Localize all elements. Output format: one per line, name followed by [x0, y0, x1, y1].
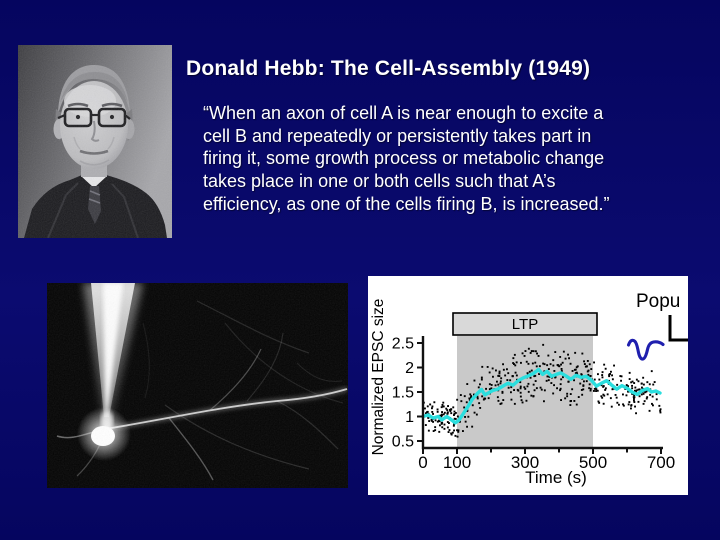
portrait-photo-image [18, 45, 172, 238]
neuron-micrograph-image [47, 283, 348, 488]
slide-title: Donald Hebb: The Cell-Assembly (1949) [186, 57, 591, 80]
ltp-label: LTP [512, 316, 538, 333]
y-tick-label: 2 [405, 360, 414, 377]
y-tick-label: 1.5 [392, 385, 414, 402]
y-axis-ticks [417, 342, 423, 442]
y-tick-label: 0.5 [392, 434, 414, 451]
x-tick-label: 700 [647, 453, 675, 472]
ltp-chart-panel: 0.5 1 1.5 2 2.5 0 100 300 500 700 Time (s) Normaliz… [368, 276, 688, 495]
x-tick-label: 0 [418, 453, 427, 472]
quote-line: efficiency, as one of the cells firing B… [203, 193, 610, 214]
y-tick-label: 1 [405, 409, 414, 426]
running-average-line [421, 367, 662, 425]
x-tick-label: 300 [511, 453, 539, 472]
y-tick-label: 2.5 [392, 336, 414, 353]
population-epsc-caption: Popu [636, 291, 680, 312]
x-tick-label: 100 [443, 453, 471, 472]
ltp-chart: 0.5 1 1.5 2 2.5 0 100 300 500 700 Time (s) Normaliz… [370, 291, 688, 487]
portrait-photo [18, 45, 172, 238]
epsc-trace-annotation [626, 338, 665, 361]
quote-line: firing it, some growth process or metabo… [203, 148, 605, 169]
neuron-micrograph [47, 283, 348, 488]
film-grain-overlay [18, 45, 172, 238]
x-axis-ticks [422, 448, 662, 454]
x-axis-title: Time (s) [525, 468, 587, 487]
scatter-points [422, 343, 662, 438]
quote-line: takes place in one or both cells such th… [203, 171, 556, 192]
quote-line: cell B and repeatedly or persistently ta… [203, 125, 592, 146]
x-tick-label: 500 [579, 453, 607, 472]
ltp-label-box [452, 312, 598, 336]
hebb-quote: “When an axon of cell A is near enough t… [203, 102, 681, 216]
quote-line: “When an axon of cell A is near enough t… [203, 103, 604, 123]
scale-bar [668, 315, 688, 342]
film-grain-overlay [47, 283, 348, 488]
y-axis-title: Normalized EPSC size [370, 299, 387, 456]
